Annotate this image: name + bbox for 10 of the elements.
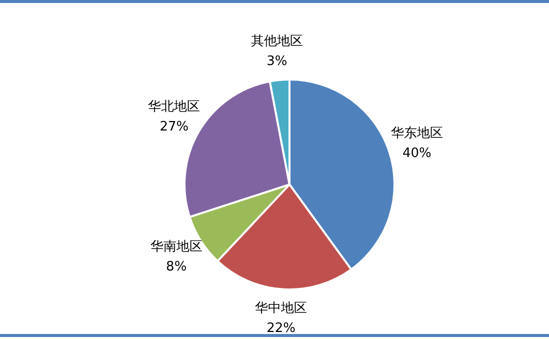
data-label: 22%: [266, 321, 296, 336]
data-label: 27%: [160, 119, 189, 134]
data-label: 3%: [266, 54, 288, 70]
slice-label: 华南地区: [150, 239, 202, 254]
slice-label: 华北地区: [148, 99, 200, 114]
slice-label: 华中地区: [255, 301, 308, 316]
slice-label: 其他地区: [250, 34, 303, 50]
slice-label: 华东地区: [390, 126, 443, 142]
data-label: 40%: [402, 146, 432, 162]
data-label: 8%: [166, 259, 187, 274]
